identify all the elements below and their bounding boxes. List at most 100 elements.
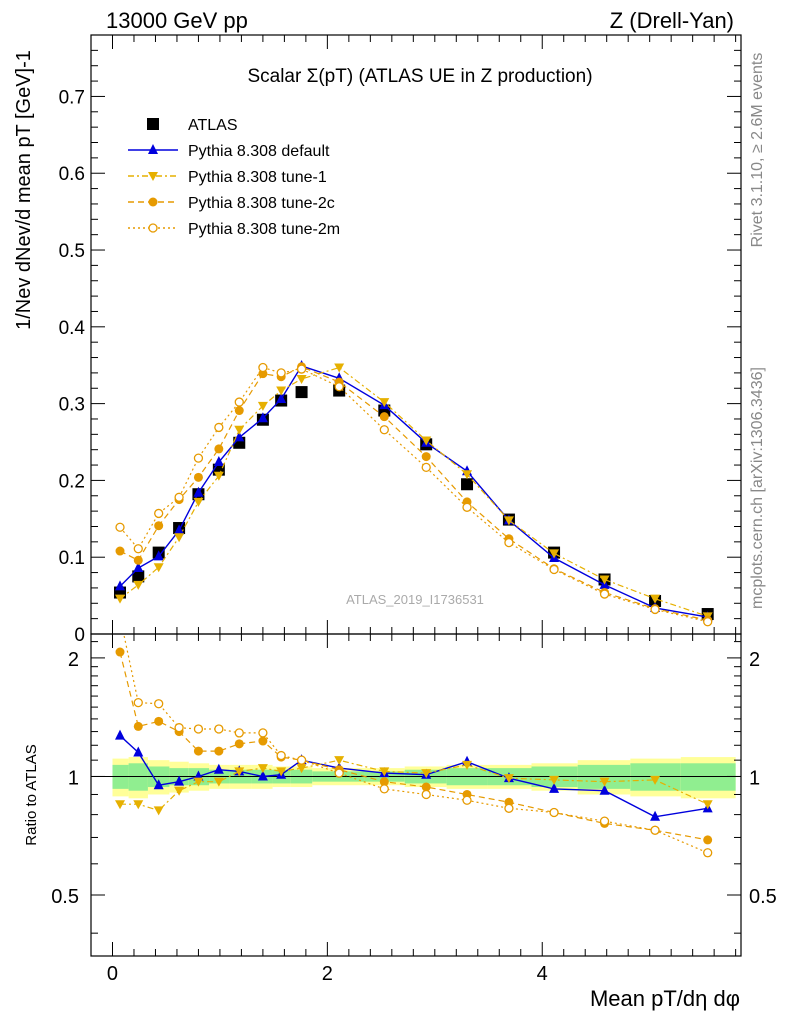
main-point-default [193, 486, 204, 497]
main-point-tune2c [193, 472, 203, 482]
ratio-point-tune2m [116, 612, 124, 620]
ratio-ylabel: Ratio to ATLAS [23, 744, 40, 845]
main-line-tune2m [119, 366, 708, 623]
ratio-point-tune1 [257, 764, 268, 774]
legend-label: Pythia 8.308 tune-2m [188, 221, 340, 238]
ratio-point-tune2m [193, 724, 204, 734]
ratio-ticks: 0.5 0.5 1 1 2 2 0 2 4 [51, 634, 777, 985]
ratio-point-default [153, 779, 164, 790]
main-point-tune1 [296, 375, 307, 385]
main-point-default [153, 550, 164, 561]
ratio-point-tune2m [599, 816, 610, 826]
main-point-default [213, 455, 224, 466]
ratio-series-tune1 [115, 756, 713, 816]
main-line-default [119, 365, 708, 618]
ratio-point-tune1 [503, 774, 514, 784]
ratio-point-tune2c [133, 721, 143, 731]
main-point-default [276, 393, 287, 404]
main-point-tune2m [115, 522, 125, 532]
main-point-tune2m [703, 617, 713, 627]
main-ytick-label: 0.1 [59, 548, 85, 569]
main-point-tune1 [174, 533, 185, 543]
rivet-label: Rivet 3.1.10, ≥ 2.6M events [749, 53, 766, 248]
main-point-tune1 [257, 401, 268, 411]
main-point-atlas [132, 570, 145, 583]
main-ytick-label: 0.5 [59, 241, 85, 262]
main-point-tune2m [234, 397, 244, 407]
main-point-tune1 [193, 497, 204, 507]
main-point-tune2m [174, 492, 184, 502]
ratio-point-default [115, 729, 126, 740]
header-right: Z (Drell-Yan) [610, 8, 734, 33]
main-point-default [133, 561, 144, 572]
main-point-tune2c [133, 555, 143, 565]
main-point-tune1 [115, 594, 126, 604]
ratio-ytick-label-right: 1 [749, 767, 760, 789]
ratio-point-tune1 [296, 764, 307, 774]
main-point-tune2c [214, 444, 224, 454]
ratio-point-tune2c [214, 746, 224, 756]
ratio-point-tune2m [504, 803, 514, 813]
main-point-tune1 [133, 580, 144, 590]
ratio-point-tune1 [462, 760, 473, 770]
ratio-point-tune1 [334, 756, 345, 766]
ratio-line-tune2m [123, 634, 708, 854]
main-point-tune2m [650, 604, 660, 615]
ratio-frame [90, 633, 742, 957]
main-point-tune1 [379, 398, 390, 408]
header-left: 13000 GeV pp [106, 8, 248, 33]
main-ytick-label: 0.4 [59, 318, 86, 339]
main-point-tune2c [154, 521, 164, 531]
ratio-point-tune2m [154, 699, 164, 709]
main-point-tune2m [296, 364, 307, 374]
ratio-point-tune2m [421, 789, 431, 800]
ratio-point-tune2m [174, 723, 184, 733]
main-title: Scalar Σ(pT) (ATLAS UE in Z production) [247, 66, 592, 87]
main-point-tune2m [193, 453, 204, 463]
main-series-tune2c [115, 362, 713, 625]
main-point-tune1 [153, 563, 164, 573]
main-point-tune2c [421, 452, 431, 462]
ratio-series-layer [115, 612, 713, 858]
ratio-point-tune2c [703, 835, 713, 845]
main-point-tune2m [154, 508, 164, 519]
ratio-point-tune2m [296, 755, 307, 765]
legend-entry-atlas: ATLAS [147, 117, 238, 134]
ratio-ytick-label-right: 2 [749, 649, 760, 671]
ratio-panel: 0.5 0.5 1 1 2 2 0 2 4 Ratio to ATLAS Mean pT/dη … [23, 612, 777, 1011]
main-point-tune2c [379, 412, 389, 422]
main-point-tune2c [115, 546, 125, 556]
ratio-point-tune2m [549, 807, 559, 818]
ratio-point-tune2m [650, 825, 660, 835]
ratio-ytick-label: 0.5 [51, 886, 79, 908]
main-point-tune2c [234, 406, 244, 416]
legend-marker [147, 118, 159, 130]
legend-label: Pythia 8.308 default [188, 143, 330, 160]
ratio-point-default [133, 746, 144, 757]
main-panel: 0 0.1 0.2 0.3 0.4 0.5 0.6 0.7 Scalar Σ(pT) (ATL… [13, 34, 742, 646]
main-watermark: ATLAS_2019_I1736531 [346, 592, 484, 607]
ratio-point-tune2c [258, 736, 268, 746]
main-point-tune2m [549, 564, 559, 575]
legend-label: ATLAS [188, 117, 238, 134]
main-series-layer [114, 359, 714, 627]
main-point-tune1 [276, 386, 287, 396]
main-ytick-label: 0.2 [59, 471, 85, 492]
main-point-atlas [295, 386, 308, 399]
ratio-point-tune1 [421, 769, 432, 779]
ratio-point-tune2c [154, 716, 164, 726]
main-point-tune1 [503, 516, 514, 526]
main-ytick-label: 0.6 [59, 164, 85, 185]
legend-entry-tune2m: Pythia 8.308 tune-2m [128, 221, 340, 238]
main-point-default [257, 412, 268, 423]
legend-marker [148, 197, 158, 207]
main-point-atlas [461, 478, 474, 491]
ratio-point-tune2m [379, 784, 389, 794]
main-point-tune2m [214, 422, 224, 433]
main-point-tune2m [599, 589, 610, 599]
ratio-xtick-label: 0 [107, 963, 118, 985]
main-point-tune2m [462, 502, 472, 512]
main-point-default [234, 431, 245, 442]
ratio-point-tune1 [115, 800, 126, 810]
